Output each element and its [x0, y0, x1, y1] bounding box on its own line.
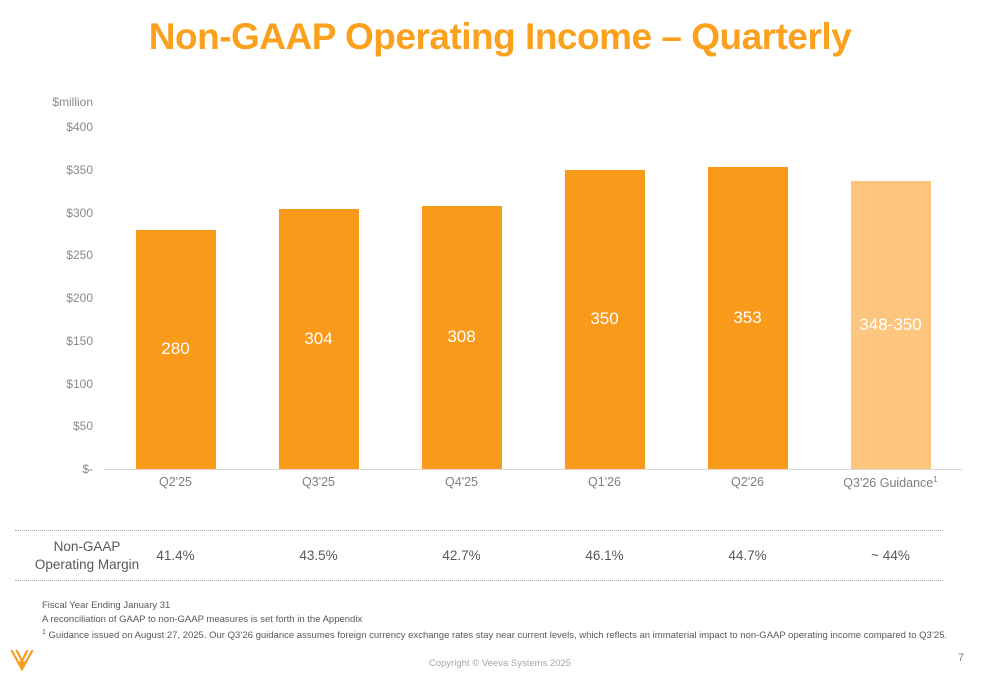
margin-value: 43.5%	[299, 548, 338, 563]
y-axis-tick-label: $350	[66, 162, 93, 177]
margin-table-borders	[15, 530, 943, 581]
y-axis-unit-label: $million	[52, 95, 93, 109]
x-axis-labels: Q2'25 Q3'25 Q4'25 Q1'26 Q2'26 Q3'26 Guidance1	[104, 475, 962, 490]
footnote-marker: 1	[42, 629, 46, 636]
x-axis-label: Q4'25	[445, 475, 478, 489]
bar-slot: 308	[390, 127, 533, 469]
y-axis-tick-label: $200	[66, 291, 93, 305]
bar-slot: 350	[533, 127, 676, 469]
margin-row-values: 41.4% 43.5% 42.7% 46.1% 44.7% ~ 44%	[104, 548, 962, 563]
y-axis: $400 $350 $300 $250 $200 $150 $100 $50 $-	[0, 120, 93, 476]
x-axis-label: Q3'26 Guidance1	[843, 475, 938, 491]
bar-value-label: 350	[590, 309, 619, 329]
bar-slot: 280	[104, 127, 247, 469]
veeva-logo-icon	[10, 649, 34, 672]
y-axis-tick-label: $-	[82, 462, 93, 476]
x-axis-label: Q1'26	[588, 475, 621, 489]
y-axis-tick-label: $300	[66, 205, 93, 220]
y-axis-tick-label: $150	[66, 333, 93, 348]
bar-slot: 304	[247, 127, 390, 469]
bar-value-label: 348-350	[859, 314, 922, 334]
bar-slot: 348-350	[819, 127, 962, 469]
bar-value-label: 280	[161, 339, 190, 359]
bar-slot: 353	[676, 127, 819, 469]
x-axis-label: Q2'26	[731, 475, 764, 489]
footnote-line: 1 Guidance issued on August 27, 2025. Ou…	[42, 629, 948, 642]
margin-value: ~ 44%	[871, 548, 910, 563]
page-title: Non-GAAP Operating Income – Quarterly	[148, 16, 852, 57]
bar-value-label: 304	[304, 329, 333, 349]
bar-q1-26: 350	[564, 169, 645, 469]
bar-value-label: 353	[733, 308, 762, 328]
margin-value: 46.1%	[585, 548, 624, 563]
x-axis-label: Q2'25	[159, 475, 192, 489]
bar-value-label: 308	[447, 327, 476, 347]
y-axis-tick-label: $400	[66, 120, 93, 134]
footnote-line: Fiscal Year Ending January 31	[42, 600, 171, 611]
margin-value: 42.7%	[442, 548, 481, 563]
margin-row-label-line1: Non-GAAP	[53, 539, 121, 554]
x-axis-label: Q3'25	[302, 475, 335, 489]
y-axis-tick-label: $250	[66, 248, 93, 263]
bar-q3-26-guidance: 348-350	[850, 180, 931, 469]
y-axis-tick-label: $50	[72, 419, 93, 434]
copyright-text: Copyright © Veeva Systems 2025	[428, 658, 572, 669]
bar-q2-25: 280	[135, 229, 216, 469]
margin-value: 41.4%	[156, 548, 195, 563]
margin-row-label-line2: Operating Margin	[34, 557, 140, 572]
bar-chart-plot: 280 304 308 350 353 348-350	[104, 127, 962, 470]
page-number: 7	[957, 652, 964, 664]
footnote-line: A reconciliation of GAAP to non-GAAP mea…	[42, 613, 363, 625]
y-axis-tick-label: $100	[66, 376, 93, 391]
footnote-marker: 1	[933, 475, 938, 484]
bar-q2-26: 353	[707, 167, 788, 469]
bar-q3-25: 304	[278, 209, 359, 469]
margin-value: 44.7%	[728, 548, 767, 563]
margin-row-label: Non-GAAP Operating Margin	[27, 538, 147, 574]
bar-q4-25: 308	[421, 205, 502, 469]
footnotes: Fiscal Year Ending January 31 A reconcili…	[42, 599, 970, 643]
